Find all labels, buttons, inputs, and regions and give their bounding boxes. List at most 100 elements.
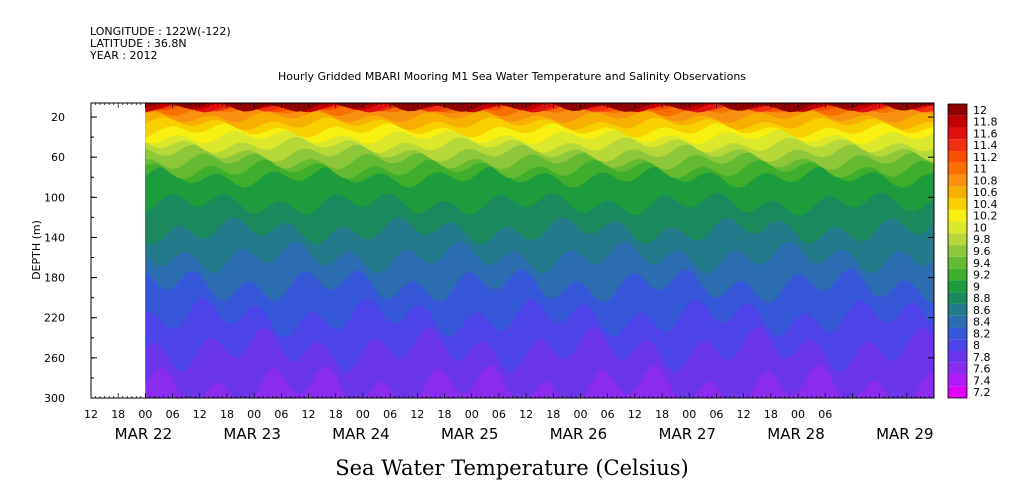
colorbar-swatch	[948, 268, 967, 281]
x-hour-label: 12	[302, 408, 316, 421]
y-tick-label: 180	[44, 272, 65, 285]
x-hour-label: 00	[356, 408, 370, 421]
longitude-label: LONGITUDE : 122W(-122)	[90, 25, 231, 38]
colorbar-label: 11.8	[973, 116, 998, 129]
colorbar-swatch	[948, 245, 967, 257]
colorbar-swatch	[948, 303, 967, 316]
x-hour-label: 18	[438, 408, 452, 421]
colorbar: 7.27.47.67.888.28.48.68.899.29.49.69.810…	[947, 103, 998, 399]
colorbar-swatch	[948, 139, 967, 152]
x-day-label: MAR 23	[223, 425, 280, 443]
colorbar-label: 7.4	[973, 374, 991, 387]
colorbar-label: 10.4	[973, 198, 998, 211]
colorbar-label: 9.4	[973, 257, 991, 270]
x-hour-label: 00	[138, 408, 152, 421]
colorbar-swatch	[948, 233, 967, 246]
x-hour-label: 06	[709, 408, 723, 421]
x-day-label: MAR 25	[441, 425, 498, 443]
x-hour-label: 18	[546, 408, 560, 421]
x-hour-label: 18	[655, 408, 669, 421]
colorbar-swatch	[948, 209, 967, 222]
colorbar-label: 12	[973, 104, 987, 117]
year-label: YEAR : 2012	[89, 49, 158, 62]
colorbar-swatch	[948, 374, 967, 387]
y-tick-label: 300	[44, 392, 65, 405]
chart-title: Hourly Gridded MBARI Mooring M1 Sea Wate…	[278, 70, 746, 83]
colorbar-label: 7.6	[973, 363, 991, 376]
x-hour-label: 06	[492, 408, 506, 421]
colorbar-swatch	[948, 221, 967, 234]
x-hour-label: 12	[519, 408, 533, 421]
x-day-label: MAR 29	[876, 425, 933, 443]
y-tick-label: 140	[44, 231, 65, 244]
x-hour-label: 00	[465, 408, 479, 421]
colorbar-label: 10	[973, 221, 987, 234]
colorbar-label: 7.8	[973, 351, 991, 364]
x-hour-label: 12	[410, 408, 424, 421]
colorbar-label: 11	[973, 163, 987, 176]
heatmap-band	[145, 103, 934, 113]
colorbar-label: 8.4	[973, 316, 991, 329]
plot-frame	[90, 102, 935, 399]
colorbar-swatch	[948, 174, 967, 187]
colorbar-swatch	[948, 186, 967, 199]
colorbar-swatch	[948, 350, 967, 363]
y-tick-label: 220	[44, 312, 65, 325]
colorbar-swatch	[948, 127, 967, 140]
colorbar-label: 8	[973, 339, 980, 352]
y-tick-label: 100	[44, 191, 65, 204]
colorbar-swatch	[948, 115, 967, 128]
x-hour-label: 12	[737, 408, 751, 421]
colorbar-label: 9.6	[973, 245, 991, 258]
colorbar-swatch	[948, 280, 967, 293]
x-hour-label: 00	[573, 408, 587, 421]
x-day-label: MAR 24	[332, 425, 389, 443]
x-hour-label: 12	[628, 408, 642, 421]
latitude-label: LATITUDE : 36.8N	[90, 37, 187, 50]
colorbar-swatch	[948, 162, 967, 175]
colorbar-label: 8.8	[973, 292, 991, 305]
x-hour-label: 06	[601, 408, 615, 421]
colorbar-swatch	[948, 327, 967, 340]
colorbar-label: 10.6	[973, 186, 998, 199]
x-hour-label: 00	[682, 408, 696, 421]
colorbar-label: 10.8	[973, 174, 998, 187]
x-hour-label: 06	[274, 408, 288, 421]
depth-axis: 20 60 100 140 180 220 260 300	[44, 111, 934, 405]
colorbar-swatch	[948, 315, 967, 328]
x-hour-label: 12	[84, 408, 98, 421]
colorbar-label: 9.8	[973, 233, 991, 246]
x-hour-label: 12	[193, 408, 207, 421]
colorbar-swatch	[948, 198, 967, 210]
y-axis-label: DEPTH (m)	[30, 220, 43, 280]
y-tick-label: 60	[51, 151, 65, 164]
colorbar-label: 7.2	[973, 386, 991, 399]
x-day-label: MAR 26	[550, 425, 607, 443]
colorbar-swatch	[948, 362, 967, 375]
colorbar-label: 8.2	[973, 327, 991, 340]
x-hour-label: 18	[220, 408, 234, 421]
colorbar-border	[947, 103, 968, 399]
colorbar-swatch	[948, 386, 967, 398]
x-day-label: MAR 28	[767, 425, 824, 443]
x-day-label: MAR 22	[115, 425, 172, 443]
y-tick-label: 20	[51, 111, 65, 124]
colorbar-label: 10.2	[973, 210, 998, 223]
colorbar-label: 11.6	[973, 127, 998, 140]
x-axis-label: Sea Water Temperature (Celsius)	[335, 456, 689, 480]
colorbar-label: 9.2	[973, 269, 991, 282]
colorbar-label: 8.6	[973, 304, 991, 317]
x-hour-label: 06	[383, 408, 397, 421]
x-hour-label: 18	[329, 408, 343, 421]
colorbar-swatch	[948, 151, 967, 163]
colorbar-label: 11.4	[973, 139, 998, 152]
colorbar-swatch	[948, 256, 967, 269]
x-hour-label: 18	[111, 408, 125, 421]
colorbar-swatch	[948, 339, 967, 351]
x-hour-label: 06	[818, 408, 832, 421]
x-hour-label: 06	[166, 408, 180, 421]
time-axis: 12 18 00 06 12 18 00 06 12 18 00 06 12 18 00 06 12 18 00 06…	[84, 408, 934, 443]
heatmap-bands	[145, 103, 934, 398]
x-hour-label: 00	[791, 408, 805, 421]
